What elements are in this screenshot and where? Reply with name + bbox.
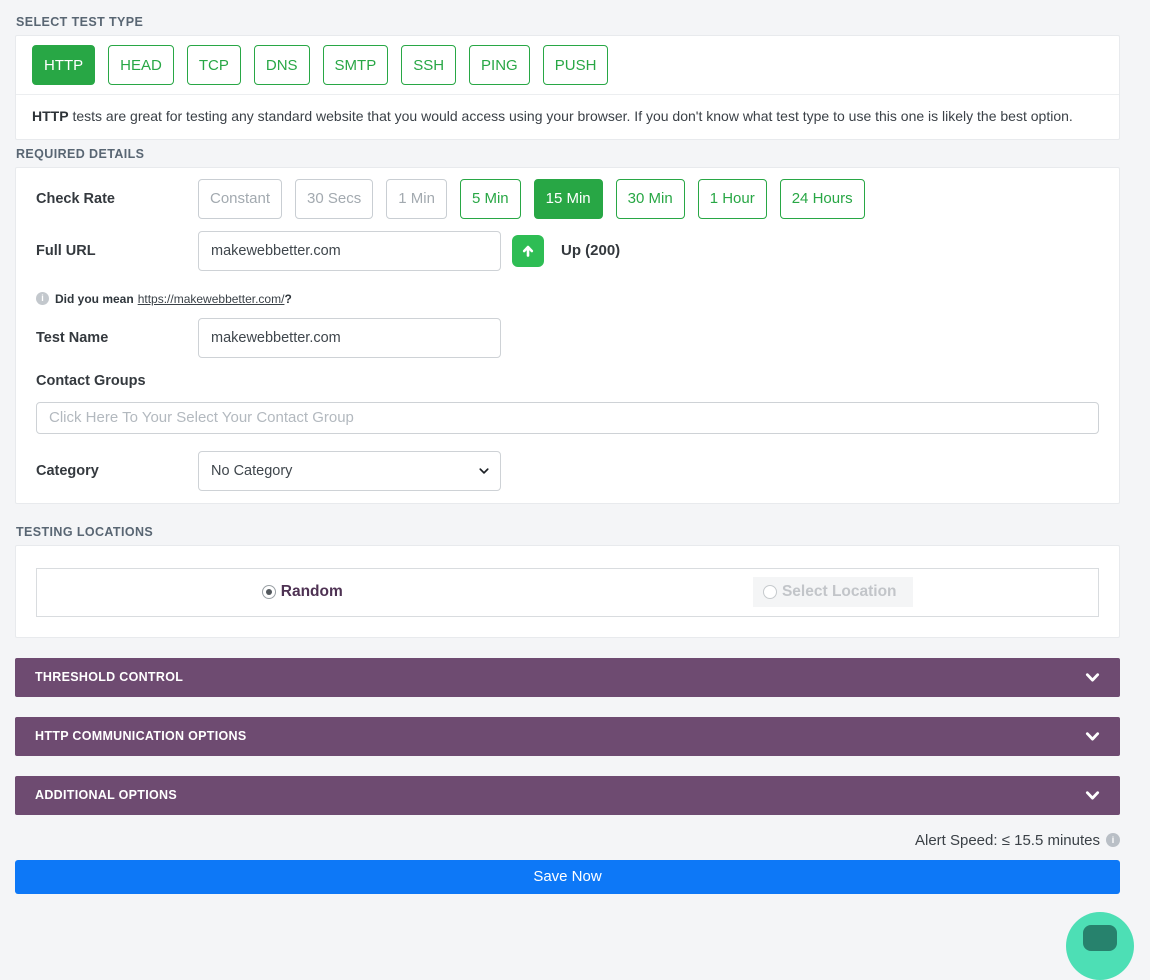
suggested-url-link[interactable]: https://makewebbetter.com/ xyxy=(137,291,285,306)
section-label-testing-locations: TESTING LOCATIONS xyxy=(16,524,154,539)
test-type-http-button[interactable]: HTTP xyxy=(32,45,96,85)
random-location-option[interactable]: Random xyxy=(261,583,343,601)
category-label: Category xyxy=(36,462,99,479)
category-select-wrap: No Category xyxy=(198,450,501,491)
check-rate-button-group: Constant 30 Secs 1 Min 5 Min 15 Min 30 M… xyxy=(198,178,865,219)
suggestion-question-mark: ? xyxy=(284,291,292,306)
test-name-input[interactable] xyxy=(198,317,501,358)
test-type-card: HTTP HEAD TCP DNS SMTP SSH PING PUSH HTT… xyxy=(15,35,1120,140)
check-rate-24hours-button[interactable]: 24 Hours xyxy=(779,178,865,219)
save-now-button[interactable]: Save Now xyxy=(15,859,1120,894)
info-icon[interactable]: i xyxy=(36,292,49,306)
check-rate-5min-button[interactable]: 5 Min xyxy=(459,178,521,219)
test-type-dns-button[interactable]: DNS xyxy=(253,45,310,85)
threshold-control-title: THRESHOLD CONTROL xyxy=(35,670,184,685)
url-status-badge: Up (200) xyxy=(561,242,621,260)
select-location-label: Select Location xyxy=(781,583,897,601)
arrow-up-icon xyxy=(520,243,536,259)
radio-unchecked-icon[interactable] xyxy=(762,585,777,600)
check-rate-row: Check Rate Constant 30 Secs 1 Min 5 Min … xyxy=(36,178,1099,219)
random-option-label: Random xyxy=(280,583,343,601)
divider xyxy=(16,94,1119,95)
additional-options-header[interactable]: ADDITIONAL OPTIONS xyxy=(15,775,1120,815)
test-type-ping-button[interactable]: PING xyxy=(469,45,530,85)
contact-groups-input[interactable] xyxy=(36,401,1099,434)
test-type-ssh-button[interactable]: SSH xyxy=(401,45,457,85)
contact-groups-label: Contact Groups xyxy=(36,372,146,389)
full-url-label: Full URL xyxy=(36,242,96,259)
required-details-card: Check Rate Constant 30 Secs 1 Min 5 Min … xyxy=(15,166,1120,504)
check-rate-15min-button[interactable]: 15 Min xyxy=(533,178,603,219)
select-location-option[interactable]: Select Location xyxy=(752,577,913,608)
http-communication-options-header[interactable]: HTTP COMMUNICATION OPTIONS xyxy=(15,716,1120,756)
full-url-row: Full URL Up (200) xyxy=(36,230,1099,271)
uptime-test-config-page: SELECT TEST TYPE HTTP HEAD TCP DNS SMTP … xyxy=(15,15,1120,894)
radio-checked-icon[interactable] xyxy=(261,585,276,600)
check-rate-1hour-button[interactable]: 1 Hour xyxy=(697,178,767,219)
test-type-head-button[interactable]: HEAD xyxy=(108,45,174,85)
check-rate-1min-button[interactable]: 1 Min xyxy=(386,178,447,219)
locations-toggle-box: Random Select Location xyxy=(36,567,1099,617)
check-rate-label: Check Rate xyxy=(36,190,115,207)
http-communication-options-title: HTTP COMMUNICATION OPTIONS xyxy=(35,729,247,744)
did-you-mean-suggestion: i Did you mean https://makewebbetter.com… xyxy=(36,292,1099,306)
test-type-button-group: HTTP HEAD TCP DNS SMTP SSH PING PUSH xyxy=(32,45,1103,85)
test-name-row: Test Name xyxy=(36,317,1099,358)
test-type-push-button[interactable]: PUSH xyxy=(542,45,609,85)
test-type-smtp-button[interactable]: SMTP xyxy=(322,45,389,85)
full-url-input[interactable] xyxy=(198,230,501,271)
section-label-select-test-type: SELECT TEST TYPE xyxy=(16,15,144,29)
test-type-description-text: tests are great for testing any standard… xyxy=(68,108,1073,124)
test-type-tcp-button[interactable]: TCP xyxy=(186,45,241,85)
test-type-description: HTTP tests are great for testing any sta… xyxy=(16,95,1119,139)
test-type-description-bold: HTTP xyxy=(32,108,69,124)
section-label-required-details: REQUIRED DETAILS xyxy=(16,146,145,161)
chevron-down-icon xyxy=(1085,788,1100,803)
alert-speed-row: Alert Speed: ≤ 15.5 minutes i xyxy=(15,832,1120,849)
alert-speed-text: Alert Speed: ≤ 15.5 minutes xyxy=(914,831,1100,849)
check-rate-constant-button[interactable]: Constant xyxy=(198,178,283,219)
threshold-control-header[interactable]: THRESHOLD CONTROL xyxy=(15,657,1120,697)
chat-launcher-button[interactable] xyxy=(1066,912,1134,980)
test-name-label: Test Name xyxy=(36,329,109,346)
additional-options-title: ADDITIONAL OPTIONS xyxy=(35,788,177,803)
chevron-down-icon xyxy=(1085,670,1100,685)
chevron-down-icon xyxy=(1085,729,1100,744)
url-status-up-button[interactable] xyxy=(512,234,544,267)
category-row: Category No Category xyxy=(36,450,1099,491)
random-option-half: Random xyxy=(37,583,568,601)
did-you-mean-text: Did you mean xyxy=(55,291,134,306)
info-icon[interactable]: i xyxy=(1106,833,1120,848)
category-select[interactable]: No Category xyxy=(198,450,501,491)
testing-locations-card: Random Select Location xyxy=(15,544,1120,638)
check-rate-30min-button[interactable]: 30 Min xyxy=(615,178,685,219)
check-rate-30secs-button[interactable]: 30 Secs xyxy=(295,178,374,219)
select-location-half: Select Location xyxy=(568,577,1099,608)
